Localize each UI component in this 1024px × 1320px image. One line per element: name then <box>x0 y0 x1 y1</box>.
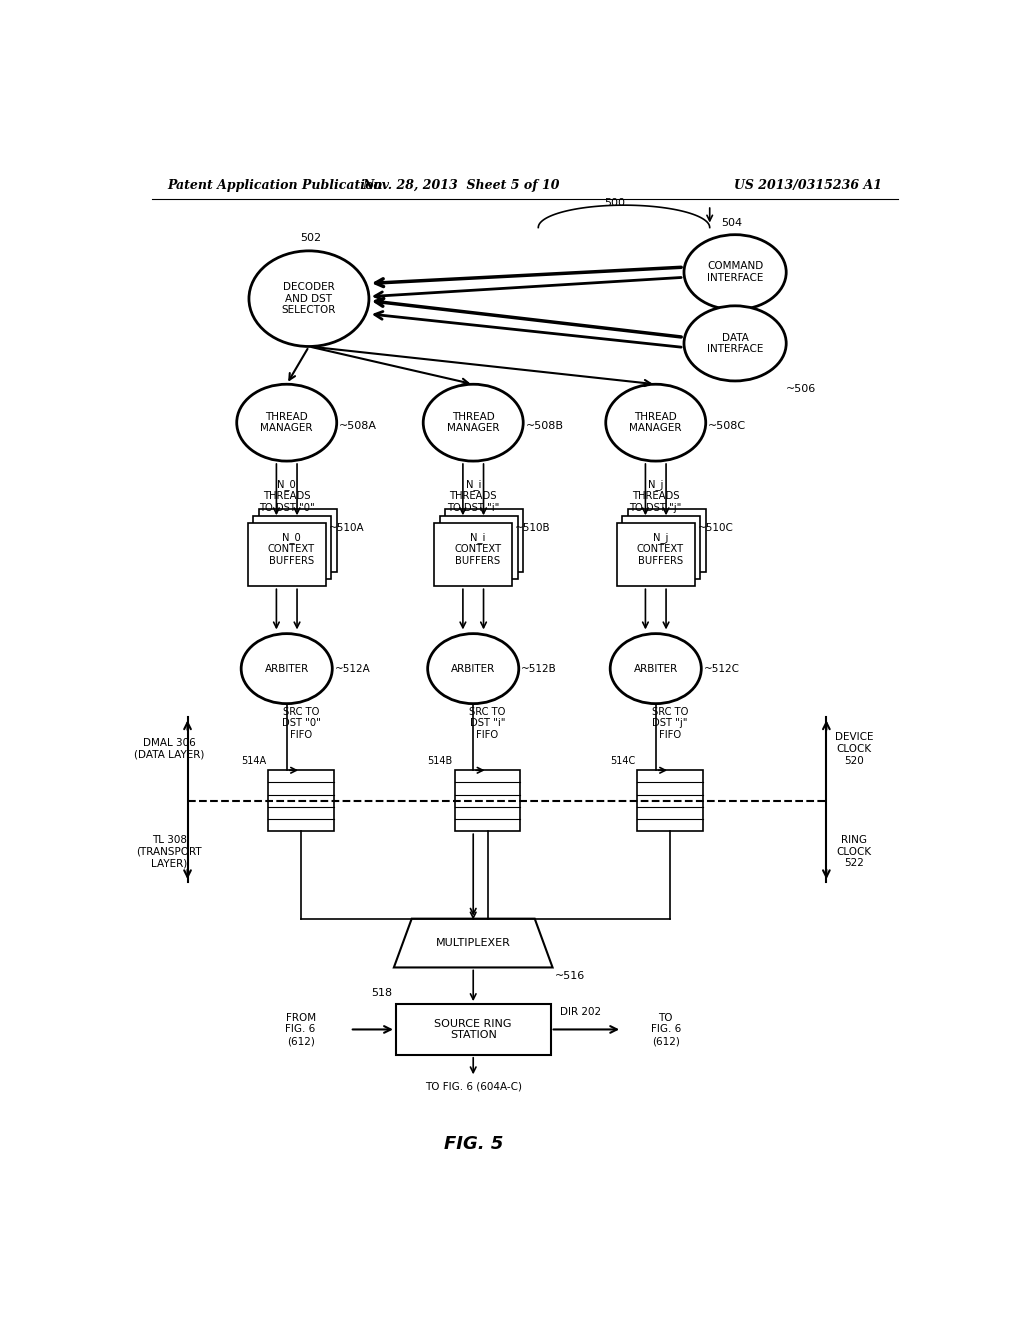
Text: TO
FIG. 6
(612): TO FIG. 6 (612) <box>650 1012 681 1045</box>
Bar <box>628 510 706 572</box>
Bar <box>396 1005 551 1055</box>
Text: ARBITER: ARBITER <box>264 664 309 673</box>
Text: N_0
THREADS
TO DST "0": N_0 THREADS TO DST "0" <box>259 479 314 513</box>
Bar <box>440 516 518 579</box>
Text: 514C: 514C <box>610 756 635 766</box>
Bar <box>623 516 700 579</box>
Polygon shape <box>394 919 553 968</box>
Text: SOURCE RING
STATION: SOURCE RING STATION <box>434 1019 512 1040</box>
Text: N_0
CONTEXT
BUFFERS: N_0 CONTEXT BUFFERS <box>268 532 315 566</box>
Text: ~510B: ~510B <box>515 523 551 533</box>
Text: ARBITER: ARBITER <box>452 664 496 673</box>
Text: 518: 518 <box>371 987 392 998</box>
Text: ~512A: ~512A <box>335 664 371 673</box>
Text: DATA
INTERFACE: DATA INTERFACE <box>707 333 763 354</box>
Text: ~512B: ~512B <box>521 664 557 673</box>
Ellipse shape <box>428 634 519 704</box>
Text: COMMAND
INTERFACE: COMMAND INTERFACE <box>707 261 763 282</box>
Text: N_i
CONTEXT
BUFFERS: N_i CONTEXT BUFFERS <box>455 532 502 566</box>
Text: ~510A: ~510A <box>329 523 365 533</box>
Bar <box>445 510 523 572</box>
Text: SRC TO
DST "0"
FIFO: SRC TO DST "0" FIFO <box>282 706 321 739</box>
Text: THREAD
MANAGER: THREAD MANAGER <box>260 412 313 433</box>
Ellipse shape <box>606 384 706 461</box>
Ellipse shape <box>610 634 701 704</box>
Text: THREAD
MANAGER: THREAD MANAGER <box>446 412 500 433</box>
Text: THREAD
MANAGER: THREAD MANAGER <box>630 412 682 433</box>
Text: ~512C: ~512C <box>703 664 739 673</box>
Text: DIR 202: DIR 202 <box>560 1007 601 1018</box>
Text: DECODER
AND DST
SELECTOR: DECODER AND DST SELECTOR <box>282 282 336 315</box>
Text: 504: 504 <box>721 218 742 228</box>
Text: FROM
FIG. 6
(612): FROM FIG. 6 (612) <box>286 1012 315 1045</box>
Text: FIG. 5: FIG. 5 <box>443 1135 503 1154</box>
Text: 502: 502 <box>300 232 322 243</box>
Ellipse shape <box>237 384 337 461</box>
Text: SRC TO
DST "j"
FIFO: SRC TO DST "j" FIFO <box>652 706 688 739</box>
Bar <box>248 523 326 586</box>
Text: SRC TO
DST "i"
FIFO: SRC TO DST "i" FIFO <box>469 706 506 739</box>
Text: ~516: ~516 <box>555 970 585 981</box>
Bar <box>455 771 520 832</box>
Text: N_j
CONTEXT
BUFFERS: N_j CONTEXT BUFFERS <box>637 532 684 566</box>
Bar <box>616 523 694 586</box>
Text: Patent Application Publication: Patent Application Publication <box>168 180 383 193</box>
Text: 514B: 514B <box>427 756 453 766</box>
Text: DMAL 306
(DATA LAYER): DMAL 306 (DATA LAYER) <box>134 738 205 760</box>
Text: ~508A: ~508A <box>339 421 377 430</box>
Text: 514A: 514A <box>241 756 266 766</box>
Ellipse shape <box>684 235 786 310</box>
Text: MULTIPLEXER: MULTIPLEXER <box>436 939 511 948</box>
Ellipse shape <box>423 384 523 461</box>
Text: US 2013/0315236 A1: US 2013/0315236 A1 <box>734 180 882 193</box>
Text: ~510C: ~510C <box>697 523 733 533</box>
Bar <box>253 516 331 579</box>
Text: N_i
THREADS
TO DST "i": N_i THREADS TO DST "i" <box>447 479 500 513</box>
Text: ARBITER: ARBITER <box>634 664 678 673</box>
Text: TL 308
(TRANSPORT
LAYER): TL 308 (TRANSPORT LAYER) <box>136 836 202 869</box>
Text: Nov. 28, 2013  Sheet 5 of 10: Nov. 28, 2013 Sheet 5 of 10 <box>362 180 560 193</box>
Bar <box>434 523 512 586</box>
Text: ~508B: ~508B <box>525 421 563 430</box>
Text: N_j
THREADS
TO DST "j": N_j THREADS TO DST "j" <box>630 479 682 513</box>
Text: ~506: ~506 <box>786 384 816 393</box>
Text: RING
CLOCK
522: RING CLOCK 522 <box>837 836 871 869</box>
Bar <box>638 771 702 832</box>
Bar <box>259 510 337 572</box>
Bar <box>268 771 334 832</box>
Ellipse shape <box>242 634 332 704</box>
Text: ~508C: ~508C <box>709 421 746 430</box>
Text: DEVICE
CLOCK
520: DEVICE CLOCK 520 <box>835 733 873 766</box>
Ellipse shape <box>684 306 786 381</box>
Text: TO FIG. 6 (604A-C): TO FIG. 6 (604A-C) <box>425 1081 521 1092</box>
Ellipse shape <box>249 251 369 346</box>
Text: 500: 500 <box>604 198 626 209</box>
